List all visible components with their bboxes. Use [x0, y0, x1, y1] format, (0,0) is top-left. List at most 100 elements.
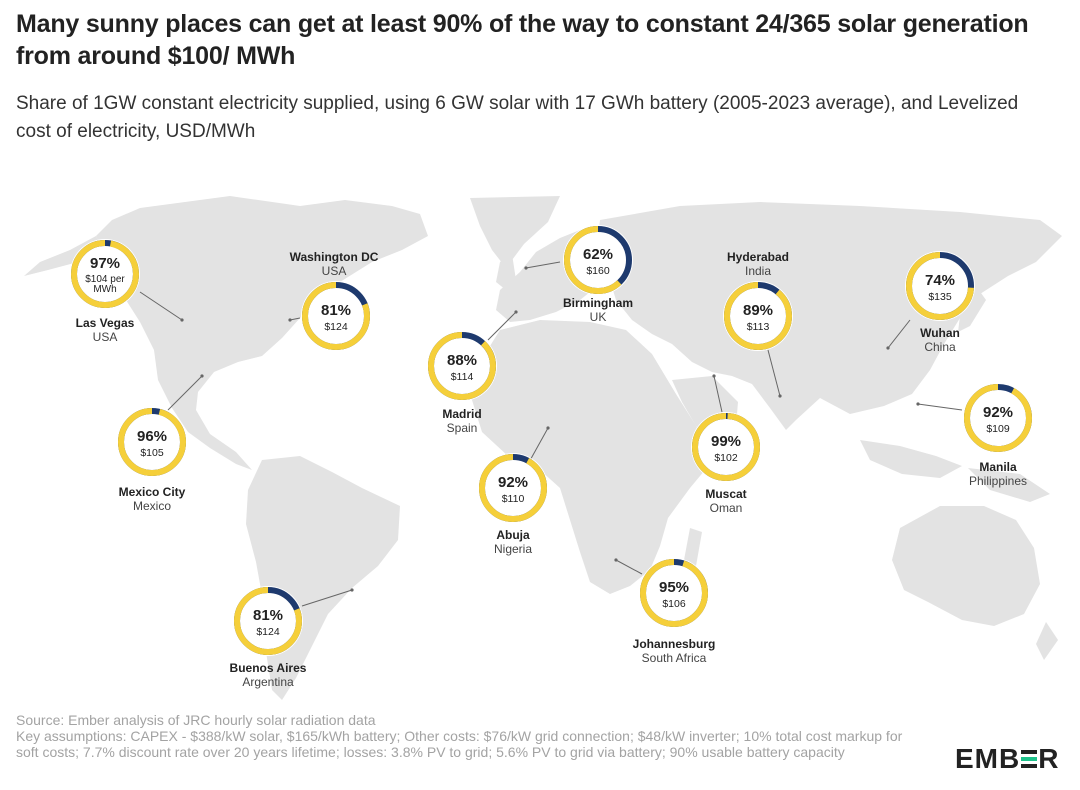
leader-line-mexico-city	[167, 375, 203, 411]
leader-lines	[139, 261, 963, 607]
cost-value: $104 per	[85, 274, 125, 285]
city-label-las-vegas: Las Vegas	[76, 316, 135, 330]
city-label-johannesburg: Johannesburg	[633, 637, 716, 651]
share-value: 74%	[925, 272, 955, 289]
leader-line-abuja	[527, 427, 549, 465]
footer: Source: Ember analysis of JRC hourly sol…	[16, 712, 926, 760]
leader-line-hyderabad	[767, 349, 781, 397]
location-dot-buenos-aires	[350, 588, 354, 592]
city-label-washington-dc: Washington DC	[290, 250, 379, 264]
location-dot-madrid	[514, 310, 518, 314]
city-label-birmingham: Birmingham	[563, 296, 633, 310]
logo-e-bars	[1021, 749, 1038, 769]
donut-bg	[233, 586, 303, 656]
donut-share-arc	[724, 282, 792, 350]
country-label-buenos-aires: Argentina	[242, 675, 294, 689]
leader-line-washington-dc	[289, 317, 301, 321]
country-label-wuhan: China	[924, 340, 956, 354]
share-value: 88%	[447, 352, 477, 369]
donut-share-arc	[71, 240, 139, 308]
share-value: 99%	[711, 433, 741, 450]
location-dot-wuhan	[886, 346, 890, 350]
share-value: 95%	[659, 579, 689, 596]
leader-line-muscat	[713, 375, 723, 413]
leader-line-las-vegas	[139, 291, 183, 321]
donut-share-arc	[564, 226, 632, 294]
cost-value: $124	[256, 626, 280, 638]
donut-mexico-city: 96% $105	[117, 407, 187, 477]
cost-value: $114	[451, 371, 474, 383]
donut-bg	[427, 331, 497, 401]
location-dot-las-vegas	[180, 318, 184, 322]
location-dot-manila	[916, 402, 920, 406]
donut-wuhan: 74% $135	[905, 251, 975, 321]
country-label-las-vegas: USA	[93, 330, 118, 344]
donut-abuja: 92% $110	[478, 453, 548, 523]
donut-muscat: 99% $102	[691, 412, 761, 482]
chart-title: Many sunny places can get at least 90% o…	[16, 10, 1029, 70]
share-value: 81%	[321, 302, 351, 319]
donut-share-arc	[692, 413, 760, 481]
leader-line-buenos-aires	[301, 589, 353, 607]
country-label-manila: Philippines	[969, 474, 1027, 488]
country-label-madrid: Spain	[447, 421, 478, 435]
city-label-wuhan: Wuhan	[920, 326, 960, 340]
donut-bg	[117, 407, 187, 477]
donut-share-arc	[964, 384, 1032, 452]
share-value: 81%	[253, 607, 283, 624]
city-label-mexico-city: Mexico City	[119, 485, 186, 499]
location-dot-abuja	[546, 426, 550, 430]
share-value: 92%	[983, 404, 1013, 421]
donut-johannesburg: 95% $106	[639, 558, 709, 628]
donut-bg	[691, 412, 761, 482]
location-dot-muscat	[712, 374, 716, 378]
donut-bg	[563, 225, 633, 295]
country-label-washington-dc: USA	[322, 264, 347, 278]
donut-washington-dc: 81% $124	[301, 281, 371, 351]
cost-value: $113	[747, 321, 770, 333]
cost-value: $109	[986, 423, 1010, 435]
country-label-mexico-city: Mexico	[133, 499, 171, 513]
country-label-hyderabad: India	[745, 264, 771, 278]
logo-text-suffix: R	[1038, 743, 1060, 774]
donut-madrid: 88% $114	[427, 331, 497, 401]
leader-line-birmingham	[525, 261, 561, 269]
donut-hyderabad: 89% $113	[723, 281, 793, 351]
chart-subtitle: Share of 1GW constant electricity suppli…	[16, 93, 1019, 142]
share-value: 62%	[583, 246, 613, 263]
location-dot-johannesburg	[614, 558, 618, 562]
donut-manila: 92% $109	[963, 383, 1033, 453]
city-label-manila: Manila	[979, 460, 1017, 474]
donut-bg	[301, 281, 371, 351]
country-label-johannesburg: South Africa	[642, 651, 707, 665]
leader-line-madrid	[487, 311, 517, 341]
city-label-hyderabad: Hyderabad	[727, 250, 789, 264]
country-label-muscat: Oman	[710, 501, 743, 515]
donut-bg	[70, 239, 140, 309]
city-label-buenos-aires: Buenos Aires	[230, 661, 307, 675]
donut-share-arc	[479, 454, 547, 522]
donut-birmingham: 62% $160	[563, 225, 633, 295]
cost-value: $105	[140, 447, 164, 459]
leader-line-wuhan	[887, 319, 911, 349]
donut-buenos-aires: 81% $124	[233, 586, 303, 656]
country-label-birmingham: UK	[590, 310, 607, 324]
donut-bg	[723, 281, 793, 351]
share-value: 92%	[498, 474, 528, 491]
donut-share-arc	[234, 587, 302, 655]
cost-value: $106	[662, 598, 686, 610]
logo-text-prefix: EMB	[955, 743, 1021, 774]
location-dot-washington-dc	[288, 318, 292, 322]
donut-bg	[905, 251, 975, 321]
location-dot-mexico-city	[200, 374, 204, 378]
city-label-muscat: Muscat	[705, 487, 746, 501]
donut-bg	[963, 383, 1033, 453]
donut-share-arc	[118, 408, 186, 476]
assumptions-note: Key assumptions: CAPEX - $388/kW solar, …	[16, 728, 903, 760]
donut-share-arc	[302, 282, 370, 350]
cost-value: $102	[714, 452, 738, 464]
source-note: Source: Ember analysis of JRC hourly sol…	[16, 712, 376, 728]
